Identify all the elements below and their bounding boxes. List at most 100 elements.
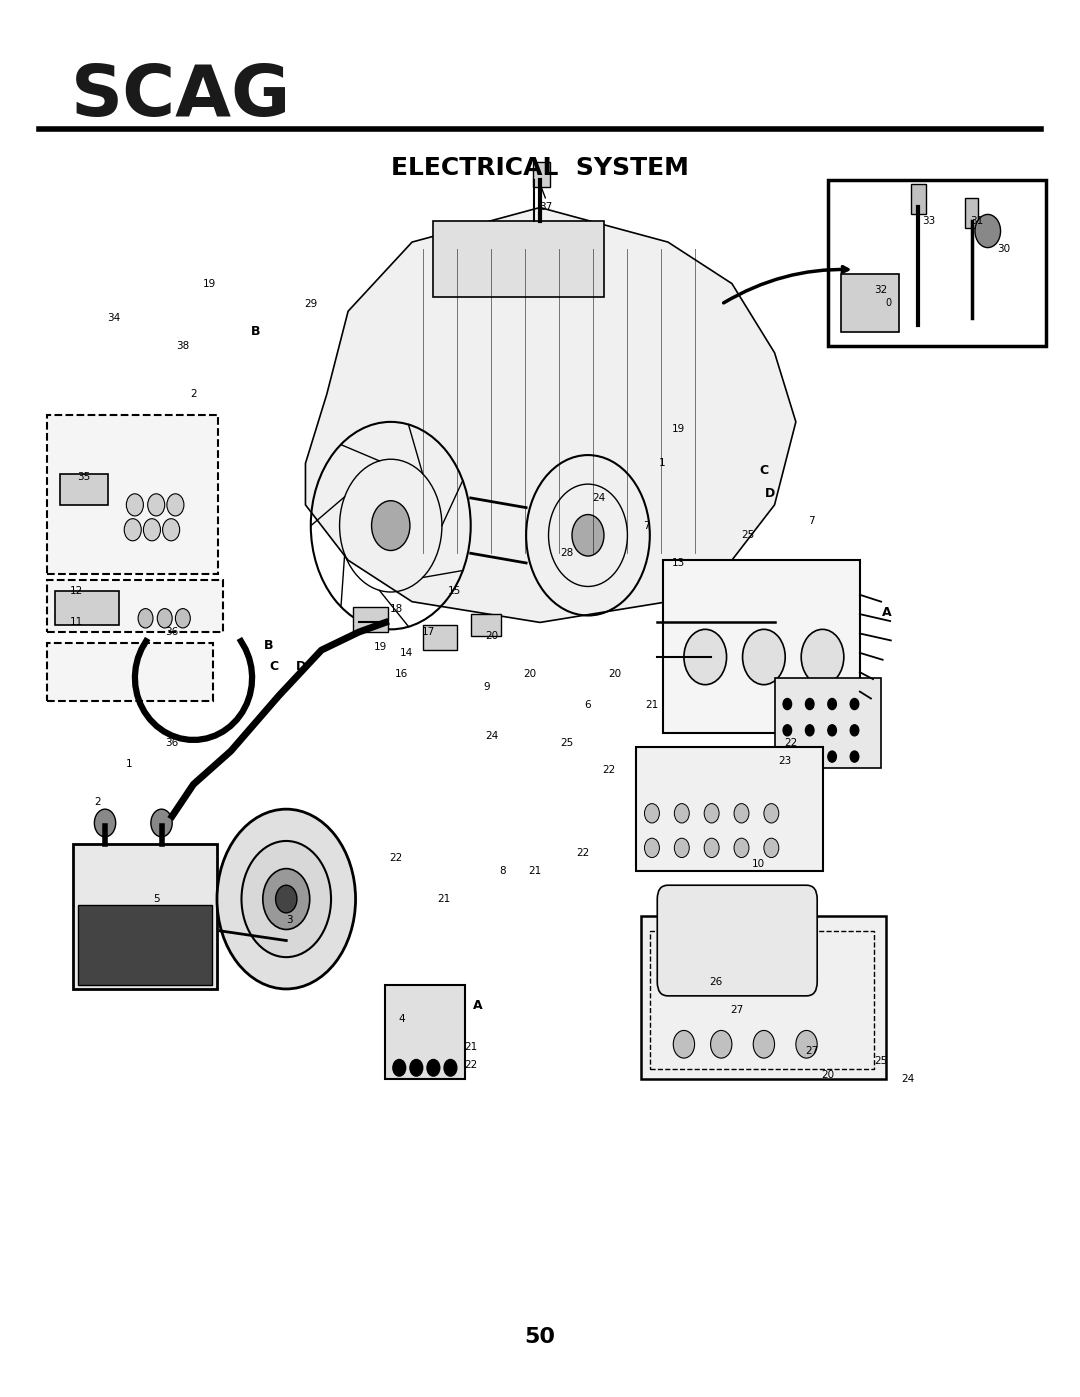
Text: 29: 29 xyxy=(305,299,318,309)
Text: 3: 3 xyxy=(286,915,293,925)
Text: 2: 2 xyxy=(190,390,197,400)
Circle shape xyxy=(124,518,141,541)
Text: A: A xyxy=(473,999,483,1011)
Text: ELECTRICAL  SYSTEM: ELECTRICAL SYSTEM xyxy=(391,156,689,180)
Text: 4: 4 xyxy=(399,1014,405,1024)
Text: 24: 24 xyxy=(485,731,499,740)
Text: 22: 22 xyxy=(464,1060,477,1070)
Text: 37: 37 xyxy=(539,203,552,212)
Text: 19: 19 xyxy=(672,423,685,434)
Circle shape xyxy=(850,698,859,710)
Bar xyxy=(386,985,465,1078)
Text: C: C xyxy=(269,661,278,673)
Circle shape xyxy=(850,725,859,736)
Text: B: B xyxy=(251,326,260,338)
Text: 32: 32 xyxy=(875,285,888,296)
Bar xyxy=(433,221,604,298)
Text: 28: 28 xyxy=(561,548,573,559)
Text: 7: 7 xyxy=(644,521,650,531)
Text: 24: 24 xyxy=(592,493,605,503)
Text: 1: 1 xyxy=(126,759,133,768)
Circle shape xyxy=(734,803,748,823)
Bar xyxy=(840,274,900,332)
Circle shape xyxy=(144,518,161,541)
Circle shape xyxy=(674,803,689,823)
Text: 24: 24 xyxy=(901,1074,915,1084)
Bar xyxy=(966,198,978,228)
Circle shape xyxy=(262,869,310,929)
Bar xyxy=(636,747,823,872)
Bar xyxy=(774,678,881,768)
Bar xyxy=(532,162,550,187)
Circle shape xyxy=(743,629,785,685)
Circle shape xyxy=(783,725,792,736)
Circle shape xyxy=(684,629,727,685)
Circle shape xyxy=(828,752,836,763)
Text: 5: 5 xyxy=(153,894,160,904)
Text: 0: 0 xyxy=(886,298,892,307)
Bar xyxy=(642,915,887,1078)
Circle shape xyxy=(138,609,153,629)
Text: 10: 10 xyxy=(752,859,765,869)
Bar xyxy=(422,626,457,650)
Circle shape xyxy=(151,809,172,837)
Circle shape xyxy=(806,698,814,710)
Text: 36: 36 xyxy=(165,627,179,637)
Text: 22: 22 xyxy=(784,738,797,747)
Bar xyxy=(912,184,926,214)
Text: 8: 8 xyxy=(499,866,507,876)
Circle shape xyxy=(674,838,689,858)
Circle shape xyxy=(572,514,604,556)
FancyBboxPatch shape xyxy=(658,886,818,996)
Text: 38: 38 xyxy=(176,341,189,351)
Text: SCAG: SCAG xyxy=(71,63,292,131)
Circle shape xyxy=(828,698,836,710)
Bar xyxy=(60,475,108,504)
Text: 50: 50 xyxy=(525,1327,555,1348)
Text: 16: 16 xyxy=(395,669,408,679)
Circle shape xyxy=(764,803,779,823)
Circle shape xyxy=(444,1059,457,1076)
Text: 2: 2 xyxy=(94,798,100,807)
FancyBboxPatch shape xyxy=(48,580,224,631)
Text: 19: 19 xyxy=(203,278,216,289)
Circle shape xyxy=(850,752,859,763)
Text: 6: 6 xyxy=(584,700,591,711)
Text: 25: 25 xyxy=(875,1056,888,1066)
Text: 13: 13 xyxy=(672,557,685,569)
Circle shape xyxy=(704,838,719,858)
Text: A: A xyxy=(881,606,891,619)
Text: 21: 21 xyxy=(646,700,659,711)
Bar xyxy=(353,608,388,631)
Text: 34: 34 xyxy=(107,313,120,323)
Bar xyxy=(73,844,217,989)
Text: 31: 31 xyxy=(971,217,984,226)
Bar xyxy=(79,905,212,985)
Text: 17: 17 xyxy=(421,627,434,637)
Text: B: B xyxy=(264,640,273,652)
Text: 20: 20 xyxy=(523,669,536,679)
Text: 25: 25 xyxy=(741,531,755,541)
Circle shape xyxy=(275,886,297,912)
Circle shape xyxy=(167,493,184,515)
Polygon shape xyxy=(306,208,796,623)
FancyBboxPatch shape xyxy=(48,415,218,574)
Text: 33: 33 xyxy=(922,217,935,226)
Text: 22: 22 xyxy=(603,766,616,775)
Circle shape xyxy=(217,809,355,989)
Circle shape xyxy=(704,803,719,823)
Text: 30: 30 xyxy=(997,244,1010,254)
Circle shape xyxy=(372,500,410,550)
Text: 9: 9 xyxy=(484,683,490,693)
Text: 21: 21 xyxy=(437,894,450,904)
Circle shape xyxy=(828,725,836,736)
Circle shape xyxy=(175,609,190,629)
Text: 21: 21 xyxy=(464,1042,477,1052)
Text: 11: 11 xyxy=(69,617,83,627)
Circle shape xyxy=(806,752,814,763)
Circle shape xyxy=(242,841,332,957)
Circle shape xyxy=(711,1031,732,1058)
Circle shape xyxy=(126,493,144,515)
Text: 1: 1 xyxy=(659,458,666,468)
Text: 22: 22 xyxy=(390,852,403,862)
